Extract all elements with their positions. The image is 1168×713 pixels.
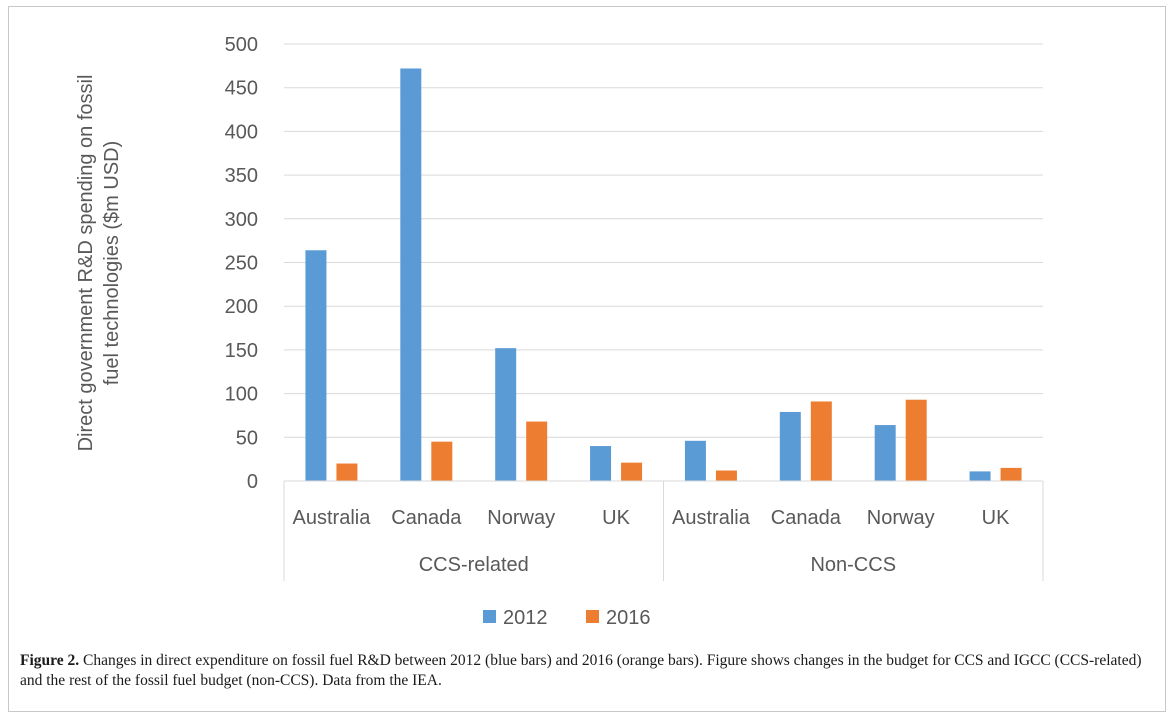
x-category-label: Norway — [487, 507, 555, 529]
gridlines — [284, 43, 1043, 438]
legend-label-2012: 2012 — [503, 607, 548, 629]
y-axis-label-line-2: fuel technologies ($m USD) — [101, 141, 123, 386]
bar-2016-canada — [431, 441, 453, 481]
x-category-label: UK — [982, 507, 1010, 529]
x-category-label: Canada — [391, 507, 462, 529]
y-tick-label: 250 — [225, 253, 258, 275]
y-axis-ticks: 0 50 100 150 200 250 300 350 400 450 500 — [225, 34, 258, 493]
y-tick-label: 200 — [225, 296, 258, 318]
y-axis-label-line-1: Direct government R&D spending on fossil — [75, 75, 97, 452]
bar-2016-uk — [621, 462, 643, 481]
y-axis-label: Direct government R&D spending on fossil… — [75, 75, 123, 452]
legend-swatch-2016 — [586, 610, 599, 623]
y-tick-label: 350 — [225, 165, 258, 187]
bar-2012-canada — [779, 411, 801, 481]
y-tick-label: 50 — [236, 427, 258, 449]
bar-2012-australia — [305, 250, 327, 481]
bar-2016-norway — [905, 399, 927, 481]
caption-text: Changes in direct expenditure on fossil … — [20, 652, 1142, 689]
bar-chart: 0 50 100 150 200 250 300 350 400 450 500 Australia… — [75, 34, 1044, 629]
figure-frame — [8, 6, 1166, 712]
y-tick-label: 300 — [225, 209, 258, 231]
x-category-label: UK — [602, 507, 630, 529]
x-category-label: Australia — [293, 507, 372, 529]
y-tick-label: 500 — [225, 34, 258, 56]
bar-2016-uk — [1000, 467, 1022, 481]
bar-2016-australia — [336, 463, 358, 481]
figure-caption: Figure 2. Changes in direct expenditure … — [20, 651, 1150, 691]
group-label: Non-CCS — [810, 554, 896, 576]
caption-label: Figure 2. — [20, 652, 80, 669]
legend-swatch-2012 — [483, 610, 496, 623]
y-tick-label: 400 — [225, 121, 258, 143]
y-tick-label: 150 — [225, 340, 258, 362]
x-category-label: Canada — [771, 507, 842, 529]
y-tick-label: 100 — [225, 384, 258, 406]
bar-2012-uk — [969, 471, 991, 481]
legend: 2012 2016 — [483, 607, 651, 629]
bar-2012-australia — [684, 440, 706, 481]
legend-label-2016: 2016 — [606, 607, 651, 629]
bar-2016-australia — [715, 470, 737, 481]
bar-2012-norway — [874, 425, 896, 481]
x-category-label: Australia — [672, 507, 751, 529]
y-tick-label: 0 — [247, 471, 258, 493]
bar-2016-norway — [526, 421, 548, 481]
bar-2016-canada — [810, 401, 832, 481]
y-tick-label: 450 — [225, 78, 258, 100]
bar-2012-canada — [400, 68, 422, 482]
bar-2012-norway — [495, 348, 517, 481]
bar-2012-uk — [590, 446, 612, 481]
category-axis: Australia Canada Norway UK Australia Canada No… — [283, 480, 1044, 581]
bars — [305, 68, 1022, 482]
x-category-label: Norway — [867, 507, 935, 529]
group-label: CCS-related — [419, 554, 529, 576]
